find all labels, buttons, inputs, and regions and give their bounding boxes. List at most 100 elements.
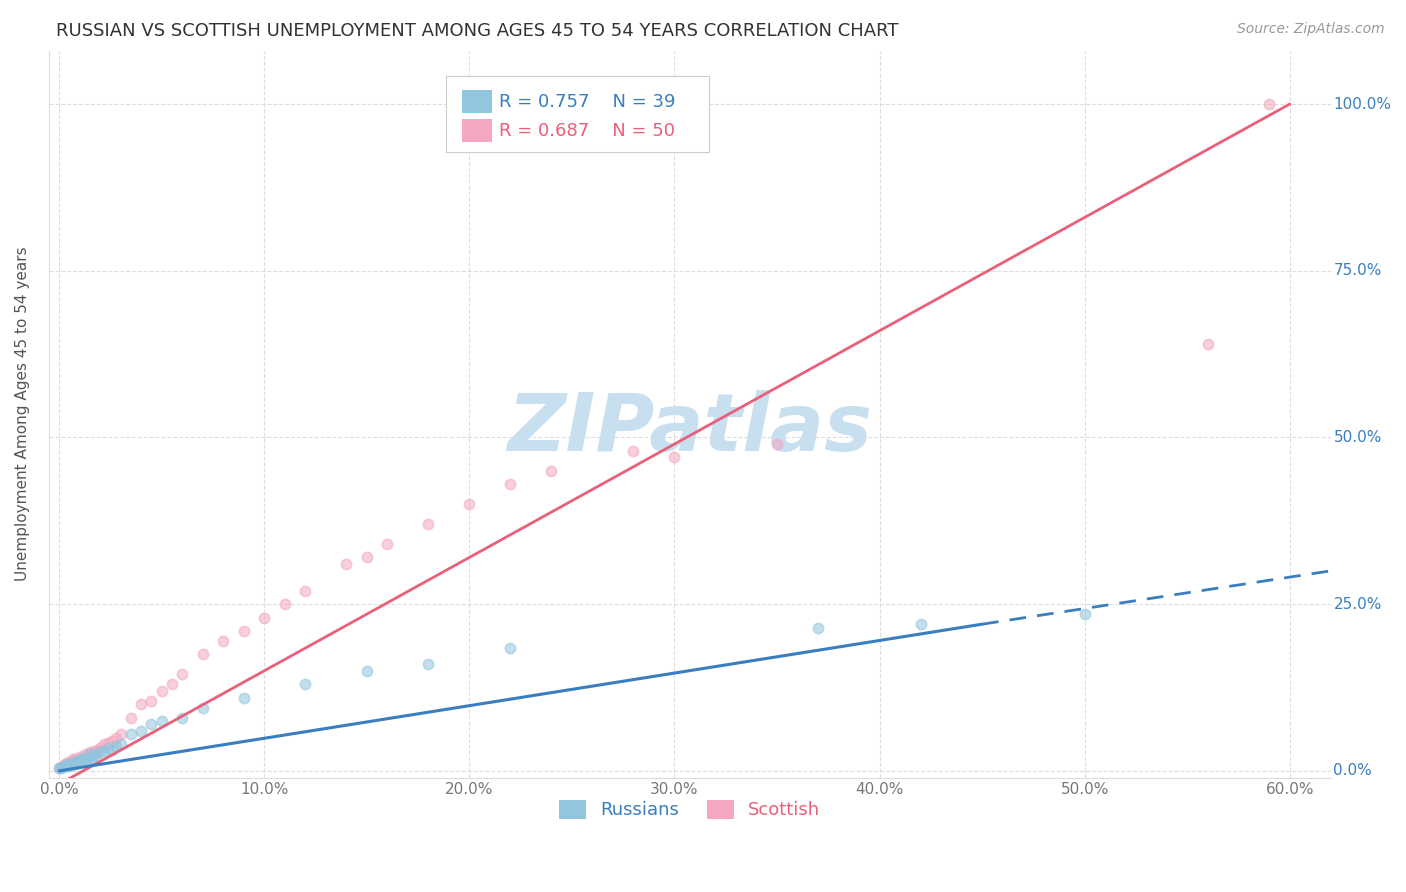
Point <box>79 747 101 762</box>
Point <box>375 537 398 551</box>
Point <box>101 734 124 748</box>
Point <box>150 684 173 698</box>
Point <box>110 727 132 741</box>
Point <box>76 749 98 764</box>
Text: 50.0%: 50.0% <box>1333 430 1382 445</box>
Point <box>1073 607 1095 622</box>
FancyBboxPatch shape <box>446 76 709 153</box>
FancyBboxPatch shape <box>461 119 492 142</box>
Point <box>129 697 152 711</box>
Point <box>356 550 378 565</box>
Point <box>910 617 932 632</box>
Point <box>212 633 235 648</box>
Point <box>93 744 115 758</box>
Point <box>172 710 194 724</box>
Point <box>65 757 87 772</box>
Y-axis label: Unemployment Among Ages 45 to 54 years: Unemployment Among Ages 45 to 54 years <box>15 247 30 582</box>
Text: 75.0%: 75.0% <box>1333 263 1382 278</box>
Point <box>335 557 357 571</box>
Point <box>89 745 111 759</box>
Point <box>141 694 163 708</box>
Point <box>418 517 440 532</box>
Point <box>141 717 163 731</box>
Point <box>172 667 194 681</box>
Point <box>80 750 103 764</box>
Point <box>70 752 93 766</box>
Point <box>120 710 142 724</box>
Point <box>191 700 214 714</box>
Point <box>56 756 79 770</box>
Point <box>52 760 75 774</box>
Point <box>75 754 97 768</box>
Point <box>87 742 110 756</box>
Point <box>499 477 522 491</box>
Point <box>69 752 91 766</box>
Point <box>49 760 72 774</box>
Text: 25.0%: 25.0% <box>1333 597 1382 612</box>
Point <box>232 690 254 705</box>
Point <box>664 450 686 465</box>
Point <box>72 750 94 764</box>
Point <box>79 745 101 759</box>
Point <box>97 736 120 750</box>
Point <box>83 747 105 762</box>
Point <box>191 647 214 661</box>
Point <box>97 740 120 755</box>
Point <box>83 744 105 758</box>
Point <box>76 752 98 766</box>
FancyBboxPatch shape <box>461 90 492 113</box>
Point <box>540 464 562 478</box>
Point <box>621 443 644 458</box>
Point <box>65 754 87 768</box>
Text: R = 0.757    N = 39: R = 0.757 N = 39 <box>499 93 675 111</box>
Point <box>120 727 142 741</box>
Point <box>66 754 89 768</box>
Point <box>294 583 316 598</box>
Point <box>56 757 79 772</box>
Point <box>60 758 83 772</box>
Point <box>70 749 93 764</box>
Point <box>62 752 84 766</box>
Point <box>356 664 378 678</box>
Point <box>48 760 70 774</box>
Point <box>1258 97 1281 112</box>
Text: 100.0%: 100.0% <box>1333 96 1392 112</box>
Text: R = 0.687    N = 50: R = 0.687 N = 50 <box>499 121 675 140</box>
Point <box>150 714 173 728</box>
Point <box>129 723 152 738</box>
Point <box>232 624 254 638</box>
Point <box>66 750 89 764</box>
Point <box>80 747 103 762</box>
Point <box>253 610 276 624</box>
Legend: Russians, Scottish: Russians, Scottish <box>553 793 828 827</box>
Point <box>53 757 76 772</box>
Point <box>84 749 107 764</box>
Point <box>58 758 80 772</box>
Point <box>49 760 72 774</box>
Point <box>60 754 83 768</box>
Point <box>93 737 115 751</box>
Point <box>72 750 94 764</box>
Point <box>89 740 111 755</box>
Point <box>105 731 128 745</box>
Point <box>69 754 91 768</box>
Text: Source: ZipAtlas.com: Source: ZipAtlas.com <box>1237 22 1385 37</box>
Point <box>110 737 132 751</box>
Point <box>75 747 97 762</box>
Point <box>53 758 76 772</box>
Point <box>458 497 481 511</box>
Point <box>766 437 789 451</box>
Text: 0.0%: 0.0% <box>1333 764 1372 779</box>
Text: RUSSIAN VS SCOTTISH UNEMPLOYMENT AMONG AGES 45 TO 54 YEARS CORRELATION CHART: RUSSIAN VS SCOTTISH UNEMPLOYMENT AMONG A… <box>56 22 898 40</box>
Point <box>84 745 107 759</box>
Point <box>273 597 295 611</box>
Point <box>105 739 128 753</box>
Point <box>1197 337 1219 351</box>
Point <box>62 756 84 770</box>
Point <box>418 657 440 672</box>
Point <box>294 677 316 691</box>
Point <box>52 758 75 772</box>
Point <box>101 742 124 756</box>
Text: ZIPatlas: ZIPatlas <box>508 390 872 467</box>
Point <box>48 760 70 774</box>
